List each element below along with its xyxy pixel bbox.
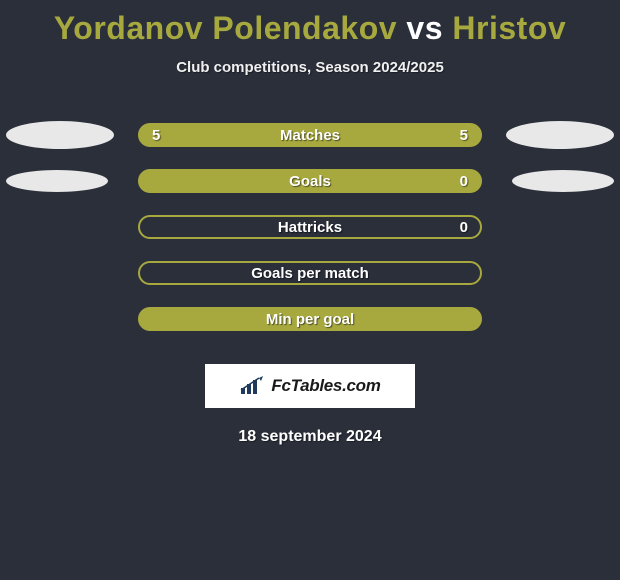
stat-label: Goals	[289, 173, 331, 190]
player2-ellipse	[506, 121, 614, 149]
stat-row: Min per goal	[0, 296, 620, 342]
stat-row: Goals per match	[0, 250, 620, 296]
stat-label: Goals per match	[251, 265, 369, 282]
stat-label: Min per goal	[266, 311, 354, 328]
stat-row: 5 Matches 5	[0, 112, 620, 158]
stat-row: Goals 0	[0, 158, 620, 204]
bars-chart-icon	[239, 376, 265, 396]
subtitle: Club competitions, Season 2024/2025	[0, 59, 620, 76]
stat-bar: Goals 0	[138, 169, 482, 193]
stat-bar: Hattricks 0	[138, 215, 482, 239]
stat-rows: 5 Matches 5 Goals 0 Hattricks 0 Goals per match…	[0, 112, 620, 342]
stat-bar: Min per goal	[138, 307, 482, 331]
player2-ellipse	[512, 170, 614, 192]
player1-ellipse	[6, 170, 108, 192]
player1-name: Yordanov Polendakov	[54, 10, 397, 46]
date-text: 18 september 2024	[0, 428, 620, 446]
stat-value-right: 0	[460, 219, 468, 236]
stat-bar: 5 Matches 5	[138, 123, 482, 147]
stat-label: Hattricks	[278, 219, 342, 236]
stat-value-right: 0	[460, 173, 468, 190]
vs-text: vs	[406, 10, 443, 46]
player2-name: Hristov	[452, 10, 566, 46]
stat-label: Matches	[280, 127, 340, 144]
comparison-title: Yordanov Polendakov vs Hristov	[0, 0, 620, 47]
stat-value-right: 5	[460, 127, 468, 144]
player1-ellipse	[6, 121, 114, 149]
stat-bar: Goals per match	[138, 261, 482, 285]
logo-box: FcTables.com	[205, 364, 415, 408]
stat-value-left: 5	[152, 127, 160, 144]
logo-text: FcTables.com	[271, 376, 380, 396]
stat-row: Hattricks 0	[0, 204, 620, 250]
